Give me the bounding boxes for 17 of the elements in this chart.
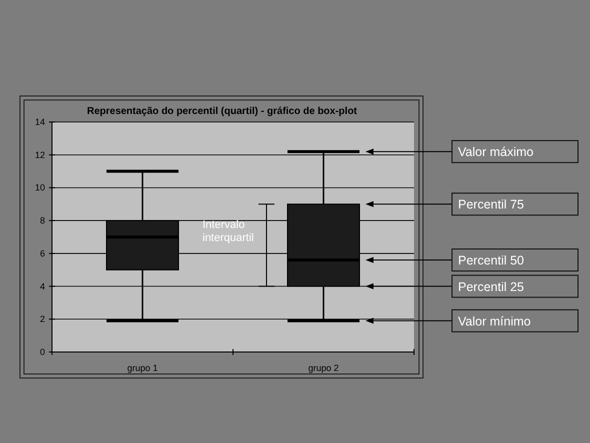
y-tick-label: 2 xyxy=(40,314,45,324)
text: Percentil 75 xyxy=(458,198,524,212)
text: Valor máximo xyxy=(458,145,534,160)
y-tick-label: 0 xyxy=(40,347,45,357)
y-tick-label: 10 xyxy=(34,182,45,193)
annotation: Intervalo interquartil xyxy=(202,219,254,244)
chart-title: Representação do percentil (quartil) - gráfico de box-plot xyxy=(86,106,358,117)
y-tick-label: 6 xyxy=(40,248,45,258)
text: Percentil 25 xyxy=(458,280,524,294)
y-tick-label: 14 xyxy=(34,117,45,127)
text: Percentil 50 xyxy=(458,254,524,268)
y-tick-label: 4 xyxy=(40,281,45,292)
text: Valor mínimo xyxy=(458,314,531,328)
y-tick-label: 12 xyxy=(34,150,45,160)
y-tick-label: 8 xyxy=(40,216,45,226)
x-tick-label: grupo 1 xyxy=(127,363,158,373)
x-tick-label: grupo 2 xyxy=(308,363,339,373)
